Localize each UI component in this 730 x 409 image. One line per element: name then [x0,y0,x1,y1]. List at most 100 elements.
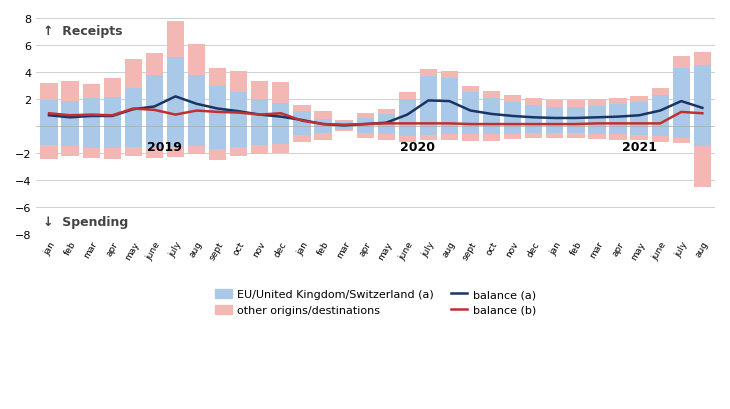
Bar [399,100,416,127]
Bar [104,79,121,98]
Bar [504,103,521,127]
Bar [525,99,542,106]
Bar [652,96,669,127]
Bar [188,147,205,155]
Bar [167,22,184,58]
Bar [631,97,648,103]
Bar [420,77,437,127]
Bar [483,135,500,142]
Bar [567,108,585,127]
Bar [61,82,79,102]
Bar [335,127,353,130]
Bar [652,137,669,142]
Bar [209,86,226,127]
Bar [230,127,247,148]
Bar [504,134,521,139]
Bar [546,108,564,127]
Bar [631,127,648,135]
Bar [567,133,585,139]
Bar [40,127,58,146]
Bar [462,135,479,142]
Bar [631,135,648,141]
Bar [441,72,458,79]
Bar [167,127,184,148]
Bar [652,89,669,96]
Bar [420,70,437,77]
Bar [188,45,205,76]
Bar [420,135,437,141]
Bar [230,72,247,93]
Bar [167,148,184,158]
Bar [483,99,500,127]
Bar [610,105,626,127]
Bar [251,146,269,155]
Bar [82,127,100,149]
Bar [525,106,542,127]
Bar [441,79,458,127]
Bar [441,127,458,135]
Bar [272,83,290,104]
Bar [377,115,395,127]
Bar [146,127,163,149]
Bar [694,127,711,147]
Bar [293,112,310,127]
Bar [40,84,58,101]
Bar [315,111,331,120]
Bar [209,127,226,150]
Bar [610,99,626,105]
Bar [672,138,690,144]
Bar [209,69,226,86]
Bar [588,127,606,134]
Bar [356,113,374,119]
Bar [272,104,290,127]
Bar [125,89,142,127]
Bar [694,53,711,66]
Bar [293,127,310,135]
Bar [272,144,290,154]
Bar [40,101,58,127]
Bar [356,133,374,139]
Bar [567,101,585,108]
Text: 2020: 2020 [400,140,435,153]
Bar [672,57,690,69]
Bar [483,127,500,135]
Bar [61,102,79,127]
Bar [399,137,416,142]
Bar [588,107,606,127]
Bar [293,135,310,142]
Bar [588,134,606,139]
Bar [315,120,331,127]
Bar [525,133,542,139]
Text: ↑  Receipts: ↑ Receipts [43,25,123,38]
Text: ↓  Spending: ↓ Spending [43,215,128,228]
Bar [167,58,184,127]
Bar [230,148,247,157]
Bar [82,85,100,99]
Bar [251,82,269,100]
Bar [546,133,564,139]
Bar [125,148,142,157]
Bar [377,109,395,115]
Bar [694,147,711,187]
Bar [104,98,121,127]
Bar [146,76,163,127]
Bar [546,101,564,108]
Bar [420,127,437,135]
Bar [588,100,606,107]
Bar [504,96,521,103]
Bar [694,66,711,127]
Bar [61,147,79,156]
Bar [672,127,690,138]
Bar [272,127,290,144]
Bar [82,149,100,158]
Bar [356,127,374,133]
Bar [399,127,416,137]
Bar [610,135,626,140]
Bar [672,69,690,127]
Bar [335,130,353,132]
Bar [315,127,331,133]
Bar [146,149,163,158]
Bar [525,127,542,133]
Bar [483,92,500,99]
Bar [104,127,121,148]
